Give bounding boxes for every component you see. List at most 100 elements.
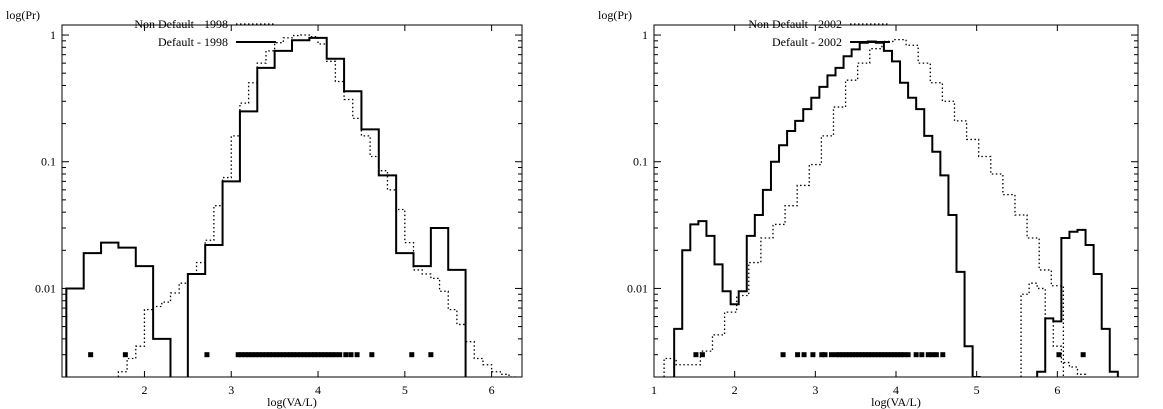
legend-label: Default - 1998 <box>158 35 228 49</box>
scatter-point <box>348 352 354 358</box>
scatter-point <box>235 352 241 358</box>
y-tick-label: 1 <box>50 28 56 42</box>
scatter-point <box>369 352 375 358</box>
scatter-point <box>810 352 816 358</box>
scatter-point <box>859 352 865 358</box>
scatter-point <box>901 352 907 358</box>
scatter-point <box>329 352 335 358</box>
scatter-point <box>312 352 318 358</box>
y-axis-label: log(Pr) <box>598 8 632 22</box>
scatter-point <box>853 352 859 358</box>
series-line-solid <box>1036 228 1119 377</box>
scatter-point <box>298 352 304 358</box>
scatter-point <box>828 352 834 358</box>
scatter-point <box>925 352 931 358</box>
scatter-point <box>305 352 311 358</box>
scatter-point <box>891 352 897 358</box>
scatter-point <box>693 352 699 358</box>
scatter-point <box>888 352 894 358</box>
scatter-point <box>270 352 276 358</box>
scatter-point <box>343 352 349 358</box>
scatter-point <box>204 352 210 358</box>
scatter-point <box>256 352 262 358</box>
scatter-point <box>409 352 415 358</box>
scatter-point <box>319 352 325 358</box>
scatter-point <box>253 352 259 358</box>
x-tick-label: 1 <box>651 383 657 397</box>
scatter-point <box>895 352 901 358</box>
chart-panel-1998: 2 3 4 5 6 0.01 0.1 1 log(Pr) log(VA/L) Non Default… <box>6 8 523 409</box>
scatter-point <box>315 352 321 358</box>
series-line-dotted <box>663 38 1065 377</box>
scatter-point <box>869 352 875 358</box>
scatter-point <box>699 352 705 358</box>
legend-label: Default - 2002 <box>772 35 842 49</box>
x-tick-label: 3 <box>228 383 234 397</box>
scatter-point <box>266 352 272 358</box>
scatter-point <box>822 352 828 358</box>
x-tick-label: 4 <box>893 383 899 397</box>
x-tick-label: 5 <box>402 383 408 397</box>
y-tick-label: 0.01 <box>627 281 648 295</box>
scatter-point <box>88 352 94 358</box>
scatter-point <box>913 352 919 358</box>
scatter-point <box>242 352 248 358</box>
chart-panel-2002: 1 2 3 4 5 6 0.01 0.1 1 log(Pr) log(VA/L) Non Defaul… <box>598 8 1139 409</box>
scatter-point <box>940 352 946 358</box>
scatter-point <box>287 352 293 358</box>
y-tick-label: 0.1 <box>633 155 648 169</box>
x-tick-label: 3 <box>812 383 818 397</box>
scatter-point <box>332 352 338 358</box>
scatter-point <box>885 352 891 358</box>
scatter-point <box>277 352 283 358</box>
scatter-point <box>1056 352 1062 358</box>
x-tick-label: 4 <box>315 383 321 397</box>
scatter-point <box>875 352 881 358</box>
scatter-point <box>263 352 269 358</box>
series-line-solid <box>673 40 981 377</box>
x-tick-label: 5 <box>974 383 980 397</box>
scatter-point <box>929 352 935 358</box>
scatter-point <box>866 352 872 358</box>
scatter-point <box>273 352 279 358</box>
plot-frame <box>653 24 1139 378</box>
scatter-point <box>1080 352 1086 358</box>
legend-label: Non Default - 1998 <box>134 17 228 31</box>
x-tick-label: 6 <box>489 383 495 397</box>
scatter-point <box>294 352 300 358</box>
x-tick-label: 2 <box>141 383 147 397</box>
scatter-point <box>795 352 801 358</box>
scatter-point <box>933 352 939 358</box>
scatter-point <box>122 352 128 358</box>
y-axis-label: log(Pr) <box>6 8 40 22</box>
scatter-point <box>849 352 855 358</box>
scatter-point <box>354 352 360 358</box>
scatter-point <box>301 352 307 358</box>
scatter-point <box>837 352 843 358</box>
scatter-point <box>846 352 852 358</box>
plot-frame <box>61 24 523 378</box>
scatter-point <box>428 352 434 358</box>
scatter-point <box>898 352 904 358</box>
series-line-solid <box>65 241 172 377</box>
scatter-point <box>878 352 884 358</box>
scatter-point <box>833 352 839 358</box>
scatter-point <box>862 352 868 358</box>
y-tick-label: 0.01 <box>35 281 56 295</box>
series-line-dotted <box>1020 282 1087 377</box>
scatter-point <box>291 352 297 358</box>
scatter-point <box>246 352 252 358</box>
scatter-point <box>843 352 849 358</box>
scatter-point <box>284 352 290 358</box>
scatter-point <box>249 352 255 358</box>
scatter-point <box>819 352 825 358</box>
series-line-dotted <box>117 34 518 377</box>
x-axis-label: log(VA/L) <box>267 395 317 409</box>
scatter-point <box>239 352 245 358</box>
scatter-point <box>872 352 878 358</box>
scatter-point <box>919 352 925 358</box>
scatter-point <box>337 352 343 358</box>
scatter-point <box>780 352 786 358</box>
y-tick-label: 1 <box>642 28 648 42</box>
